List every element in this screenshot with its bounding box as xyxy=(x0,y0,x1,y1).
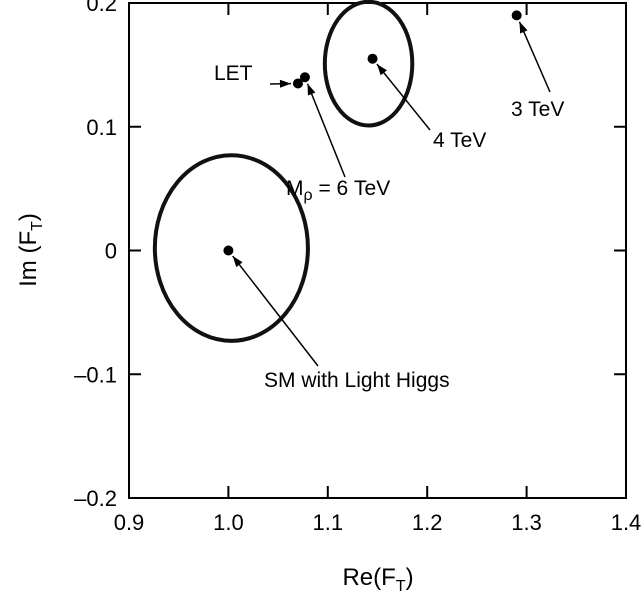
y-axis-title-sub: T xyxy=(29,221,46,231)
x-tick-label: 1.1 xyxy=(313,510,344,535)
arrow-let xyxy=(269,79,291,88)
arrow-4tev xyxy=(376,63,431,131)
annotation-4tev: 4 TeV xyxy=(433,129,486,152)
annotation-3tev: 3 TeV xyxy=(511,98,564,121)
annotation-mrho-rest: = 6 TeV xyxy=(313,177,391,200)
x-tick-label: 0.9 xyxy=(114,510,145,535)
plot-frame xyxy=(128,2,627,499)
point-tev3 xyxy=(511,10,522,21)
y-tick-label: 0 xyxy=(105,239,117,264)
x-axis-title-close: ) xyxy=(406,564,414,591)
arrow-3tev xyxy=(518,21,551,93)
arrow-mrho xyxy=(306,83,346,178)
x-axis-title: Re(FT) xyxy=(342,564,413,595)
annotation-mrho-sub: ρ xyxy=(304,187,313,204)
y-axis-title: Im (FT) xyxy=(15,213,46,287)
arrows xyxy=(232,21,551,367)
x-tick-label: 1.3 xyxy=(511,510,542,535)
x-axis-title-main: Re(F xyxy=(342,564,395,591)
y-axis-title-main: Im (F xyxy=(15,231,42,287)
y-tick-label: 0.2 xyxy=(86,0,117,16)
x-tick-label: 1.4 xyxy=(611,510,641,535)
point-mrho6 xyxy=(299,72,310,83)
point-let xyxy=(292,78,303,89)
annotation-let: LET xyxy=(214,62,253,85)
arrow-sm xyxy=(232,255,319,367)
x-tick-label: 1.0 xyxy=(213,510,244,535)
point-tev4 xyxy=(367,53,378,64)
x-axis-title-sub: T xyxy=(396,578,406,595)
annotation-mrho-main: M xyxy=(286,177,304,200)
annotation-mrho: Mρ = 6 TeV xyxy=(286,177,390,204)
y-tick-label: –0.1 xyxy=(74,362,117,387)
tev4-contour xyxy=(322,0,415,128)
annotation-sm: SM with Light Higgs xyxy=(264,369,450,392)
y-tick-label: 0.1 xyxy=(86,115,117,140)
x-tick-label: 1.2 xyxy=(412,510,443,535)
sm-contour xyxy=(152,153,310,343)
y-tick-label: –0.2 xyxy=(74,486,117,511)
point-sm xyxy=(223,245,234,256)
ticks: 0.9 1.0 1.1 1.2 1.3 1.4 –0.2 –0.1 0 0.1 0.2 xyxy=(74,0,641,535)
ellipses xyxy=(152,0,415,343)
y-axis-title-close: ) xyxy=(15,213,42,221)
points xyxy=(223,10,522,256)
